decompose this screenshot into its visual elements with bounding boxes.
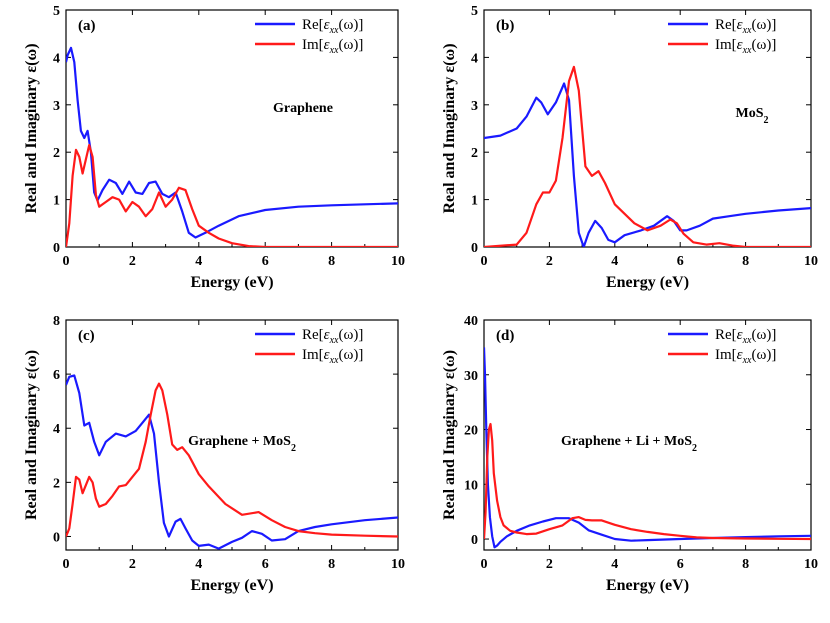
legend-entry: Re[εxx(ω)] (715, 17, 776, 36)
y-tick-label: 0 (471, 241, 478, 256)
y-axis-label: Real and Imaginary ε(ω) (23, 350, 40, 520)
x-tick-label: 0 (63, 557, 70, 572)
y-tick-label: 30 (464, 369, 478, 384)
legend: Re[εxx(ω)]Im[εxx(ω)] (255, 17, 363, 56)
chart-panel-1: 0 2 4 6 8 10 0 1 2 3 4 5 Energy (eV) Real and Imagina… (23, 4, 405, 291)
y-tick-label: 2 (53, 476, 60, 491)
y-tick-label: 1 (53, 194, 60, 209)
y-tick-label: 0 (53, 530, 60, 545)
x-tick-label: 0 (63, 254, 70, 269)
x-tick-label: 2 (546, 557, 553, 572)
legend: Re[εxx(ω)]Im[εxx(ω)] (668, 327, 776, 366)
y-tick-label: 3 (471, 99, 478, 114)
series-line-real (66, 46, 398, 239)
y-tick-label: 0 (53, 241, 60, 256)
x-tick-label: 10 (391, 254, 405, 269)
y-tick-label: 3 (53, 99, 60, 114)
x-tick-label: 4 (195, 254, 202, 269)
legend-entry: Im[εxx(ω)] (302, 347, 363, 366)
x-tick-label: 4 (195, 557, 202, 572)
x-tick-label: 10 (804, 557, 818, 572)
y-axis-label: Real and Imaginary ε(ω) (441, 43, 458, 213)
x-tick-label: 8 (328, 557, 335, 572)
y-tick-label: 20 (464, 424, 478, 439)
x-axis-label: Energy (eV) (606, 274, 689, 291)
series-line-real (484, 347, 811, 549)
chart-panel-2: 0 2 4 6 8 10 0 1 2 3 4 5 Energy (eV) Real and Imagina… (441, 4, 818, 291)
x-tick-label: 8 (328, 254, 335, 269)
panel-label: (d) (496, 328, 514, 344)
x-tick-label: 0 (481, 557, 488, 572)
x-axis-label: Energy (eV) (190, 274, 273, 291)
x-axis-label: Energy (eV) (190, 577, 273, 594)
chart-panel-4: 0 2 4 6 8 10 0 10 20 30 40 Energy (eV) Real and Imag… (441, 314, 818, 594)
y-tick-label: 4 (53, 422, 60, 437)
legend-entry: Re[εxx(ω)] (302, 17, 363, 36)
y-tick-label: 4 (471, 51, 478, 66)
y-tick-label: 10 (464, 478, 478, 493)
x-tick-label: 8 (742, 254, 749, 269)
material-label: MoS2 (736, 106, 769, 126)
series-line-imag (484, 422, 811, 541)
legend-entry: Im[εxx(ω)] (715, 347, 776, 366)
material-label: Graphene + Li + MoS2 (561, 434, 697, 454)
legend-entry: Im[εxx(ω)] (302, 37, 363, 56)
x-tick-label: 6 (677, 254, 684, 269)
series-line-imag (484, 65, 811, 247)
material-label: Graphene + MoS2 (188, 434, 296, 454)
legend-entry: Im[εxx(ω)] (715, 37, 776, 56)
x-tick-label: 2 (129, 557, 136, 572)
x-tick-label: 4 (611, 254, 618, 269)
panel-label: (b) (496, 18, 514, 34)
series-line-real (484, 82, 811, 247)
series-line-imag (66, 144, 398, 247)
y-tick-label: 0 (471, 533, 478, 548)
legend-entry: Re[εxx(ω)] (715, 327, 776, 346)
y-tick-label: 5 (471, 4, 478, 19)
legend-entry: Re[εxx(ω)] (302, 327, 363, 346)
legend: Re[εxx(ω)]Im[εxx(ω)] (255, 327, 363, 366)
x-tick-label: 8 (742, 557, 749, 572)
x-tick-label: 6 (262, 254, 269, 269)
y-tick-label: 40 (464, 314, 478, 329)
x-axis-label: Energy (eV) (606, 577, 689, 594)
x-tick-label: 4 (611, 557, 618, 572)
x-tick-label: 0 (481, 254, 488, 269)
y-tick-label: 8 (53, 314, 60, 329)
y-axis-label: Real and Imaginary ε(ω) (23, 43, 40, 213)
y-tick-label: 2 (471, 146, 478, 161)
y-tick-label: 2 (53, 146, 60, 161)
series-line-real (66, 374, 398, 550)
y-tick-label: 4 (53, 51, 60, 66)
x-tick-label: 10 (391, 557, 405, 572)
y-tick-label: 5 (53, 4, 60, 19)
y-tick-label: 6 (53, 368, 60, 383)
panel-label: (c) (78, 328, 95, 344)
x-tick-label: 2 (546, 254, 553, 269)
panel-label: (a) (78, 18, 96, 34)
series-line-imag (66, 382, 398, 538)
material-label: Graphene (273, 101, 333, 116)
chart-panel-3: 0 2 4 6 8 10 0 2 4 6 8 Energy (eV) Real and Imaginar… (23, 314, 405, 594)
x-tick-label: 6 (262, 557, 269, 572)
x-tick-label: 6 (677, 557, 684, 572)
x-tick-label: 2 (129, 254, 136, 269)
legend: Re[εxx(ω)]Im[εxx(ω)] (668, 17, 776, 56)
y-axis-label: Real and Imaginary ε(ω) (441, 350, 458, 520)
y-tick-label: 1 (471, 194, 478, 209)
x-tick-label: 10 (804, 254, 818, 269)
